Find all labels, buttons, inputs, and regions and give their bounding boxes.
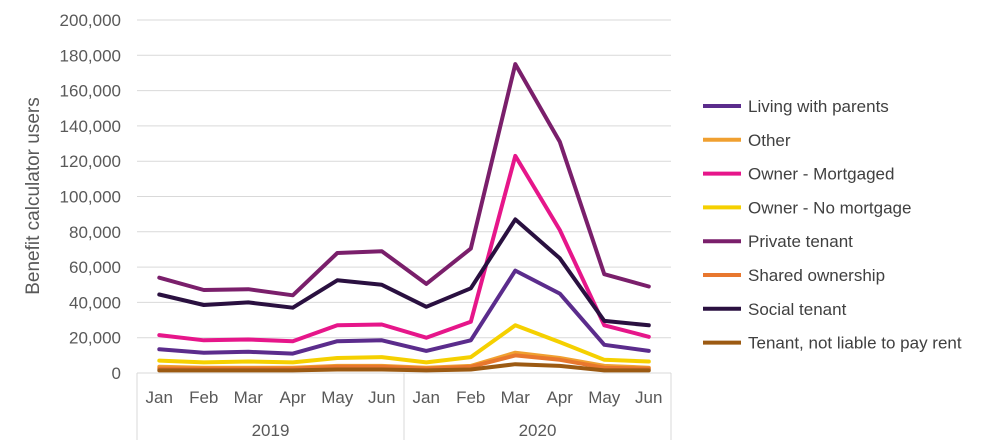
x-tick-label: Mar [501, 388, 531, 407]
legend-label: Shared ownership [748, 266, 885, 285]
y-tick-label: 180,000 [60, 46, 121, 65]
x-tick-label: Feb [456, 388, 485, 407]
x-tick-label: May [321, 388, 354, 407]
gridlines [137, 19, 671, 374]
series-lines [157, 62, 651, 373]
x-tick-label: Jan [413, 388, 440, 407]
x-tick-label: Feb [189, 388, 218, 407]
y-axis-label: Benefit calculator users [23, 97, 44, 295]
x-tick-label: Apr [547, 388, 574, 407]
y-tick-label: 160,000 [60, 82, 121, 101]
x-tick-label: Jun [635, 388, 662, 407]
y-tick-label: 100,000 [60, 188, 121, 207]
legend-label: Social tenant [748, 300, 847, 319]
y-tick-label: 0 [112, 364, 121, 383]
y-tick-label: 200,000 [60, 11, 121, 30]
legend-label: Tenant, not liable to pay rent [748, 334, 962, 353]
x-tick-label: Mar [234, 388, 264, 407]
x-tick-label: Apr [280, 388, 307, 407]
legend-label: Owner - Mortgaged [748, 165, 894, 184]
y-tick-label: 40,000 [69, 293, 121, 312]
y-tick-label: 120,000 [60, 152, 121, 171]
legend-label: Living with parents [748, 97, 889, 116]
series-line-owner-mortgaged [157, 153, 651, 344]
x-tick-label: Jan [146, 388, 173, 407]
x-group-label: 2020 [519, 421, 557, 440]
x-tick-label: Jun [368, 388, 395, 407]
y-tick-label: 140,000 [60, 117, 121, 136]
series-line-living-with-parents [157, 268, 651, 356]
y-tick-label: 60,000 [69, 258, 121, 277]
series-line-social-tenant [157, 217, 651, 328]
y-tick-label: 80,000 [69, 223, 121, 242]
legend: Living with parents Other Owner - Mortgage… [703, 97, 962, 353]
x-group-label: 2019 [252, 421, 290, 440]
series-line-tenant-not-liable-to-pay-rent [157, 362, 651, 373]
series-line-owner-no-mortgage [157, 323, 651, 365]
x-axis: Jan Feb Mar Apr May Jun Jan Feb Mar Apr May Jun 2019… [136, 373, 672, 440]
y-tick-label: 20,000 [69, 329, 121, 348]
legend-label: Owner - No mortgage [748, 198, 911, 217]
y-axis-ticks: 0 20,000 40,000 60,000 80,000 100,000 120,000 1… [60, 11, 121, 383]
legend-label: Private tenant [748, 232, 853, 251]
legend-label: Other [748, 131, 791, 150]
series-line-private-tenant [157, 62, 651, 298]
x-tick-label: May [588, 388, 621, 407]
